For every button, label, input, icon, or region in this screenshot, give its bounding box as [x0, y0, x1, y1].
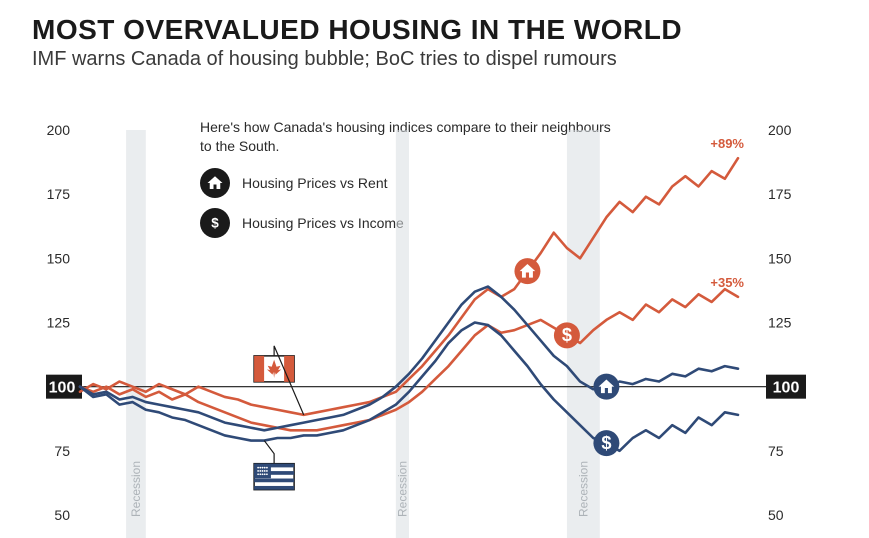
end-label-ca_income: +35%: [710, 275, 744, 290]
chart-wrap: Recession Recession Recession 50 50 75 75 100 10…: [0, 110, 869, 538]
end-label-ca_rent: +89%: [710, 136, 744, 151]
flag-canada: [254, 346, 304, 415]
y-tick-left: 175: [47, 186, 71, 202]
header: MOST OVERVALUED HOUSING IN THE WORLD IMF…: [32, 14, 837, 71]
series-badge-ca_rent: [514, 258, 540, 284]
y-tick-left: 50: [54, 507, 70, 523]
series-badge-ca_income: $: [554, 322, 580, 348]
y-tick-left: 75: [54, 443, 70, 459]
y-tick-right: 175: [768, 186, 792, 202]
flag-usa: [254, 441, 294, 490]
recession-label: Recession: [129, 461, 143, 517]
line-chart: Recession Recession Recession 50 50 75 75 100 10…: [46, 110, 806, 538]
y-tick-left: 125: [47, 315, 71, 331]
recession-label: Recession: [395, 461, 409, 517]
y-tick-right: 200: [768, 122, 792, 138]
page-subtitle: IMF warns Canada of housing bubble; BoC …: [32, 48, 837, 71]
dollar-icon: $: [562, 325, 572, 345]
y-tick-right-100: 100: [773, 380, 800, 397]
y-tick-left: 200: [47, 122, 71, 138]
y-tick-left: 150: [47, 250, 71, 266]
page-root: MOST OVERVALUED HOUSING IN THE WORLD IMF…: [0, 0, 869, 538]
series-badge-us_income: $: [593, 430, 619, 456]
series-badge-us_rent: [593, 374, 619, 400]
y-tick-right: 150: [768, 250, 792, 266]
recession-label: Recession: [576, 461, 590, 517]
y-tick-right: 50: [768, 507, 784, 523]
y-tick-left-100: 100: [49, 380, 76, 397]
y-tick-right: 75: [768, 443, 784, 459]
page-title: MOST OVERVALUED HOUSING IN THE WORLD: [32, 14, 837, 46]
dollar-icon: $: [601, 433, 611, 453]
y-tick-right: 125: [768, 315, 792, 331]
